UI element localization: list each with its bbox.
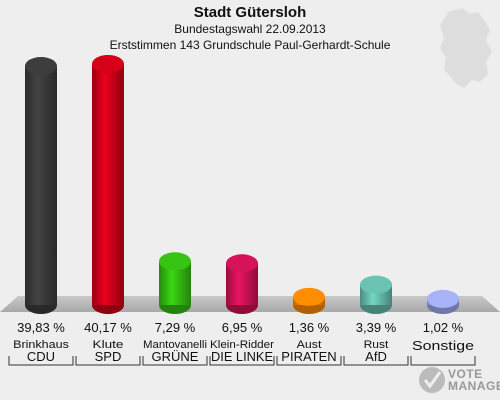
value-label: 39,83 % — [17, 320, 65, 335]
candidate-label: Brinkhaus — [13, 339, 69, 351]
candidate-label: Klein-Ridder — [210, 339, 274, 351]
party-underline — [410, 356, 476, 366]
value-label: 1,02 % — [423, 320, 464, 335]
vote-manager-logo: VOTE MANAGER — [418, 366, 500, 396]
candidate-label: Mantovanelli — [143, 339, 207, 351]
party-underline — [209, 356, 275, 366]
bar-afd — [360, 275, 392, 314]
value-label: 3,39 % — [356, 320, 397, 335]
logo-text: VOTE MANAGER — [448, 367, 500, 393]
party-underline — [8, 356, 74, 366]
bar-cdu — [25, 57, 57, 314]
germany-map-silhouette — [439, 7, 493, 89]
value-label: 40,17 % — [84, 320, 132, 335]
value-label: 6,95 % — [222, 320, 263, 335]
chart-subtitle-2: Erststimmen 143 Grundschule Paul-Gerhard… — [109, 38, 391, 52]
candidate-label: Klute — [93, 339, 124, 351]
party-label: CDU — [27, 349, 55, 364]
party-label: AfD — [365, 349, 387, 364]
party-label: SPD — [95, 349, 122, 364]
party-label: PIRATEN — [281, 349, 336, 364]
candidate-label: Rust — [364, 339, 389, 351]
bar-gr-ne — [159, 252, 191, 314]
chart-title: Stadt Gütersloh — [193, 4, 307, 21]
party-underline — [276, 356, 342, 366]
chart-subtitle: Bundestagswahl 22.09.2013 — [174, 22, 326, 36]
value-label: 7,29 % — [155, 320, 196, 335]
party-underline — [75, 356, 141, 366]
bar-piraten — [293, 287, 325, 314]
candidate-label: Aust — [297, 339, 322, 351]
party-label: Sonstige — [412, 338, 474, 353]
party-label: DIE LINKE — [211, 349, 273, 364]
party-underline — [142, 356, 208, 366]
bar-sonstige — [427, 289, 459, 314]
ballot-check-icon — [419, 367, 445, 393]
party-underline — [343, 356, 409, 366]
bar-spd — [92, 55, 124, 314]
bars-group — [25, 55, 459, 314]
bar-die-linke — [226, 254, 258, 314]
party-label: GRÜNE — [152, 349, 199, 364]
value-label: 1,36 % — [289, 320, 330, 335]
